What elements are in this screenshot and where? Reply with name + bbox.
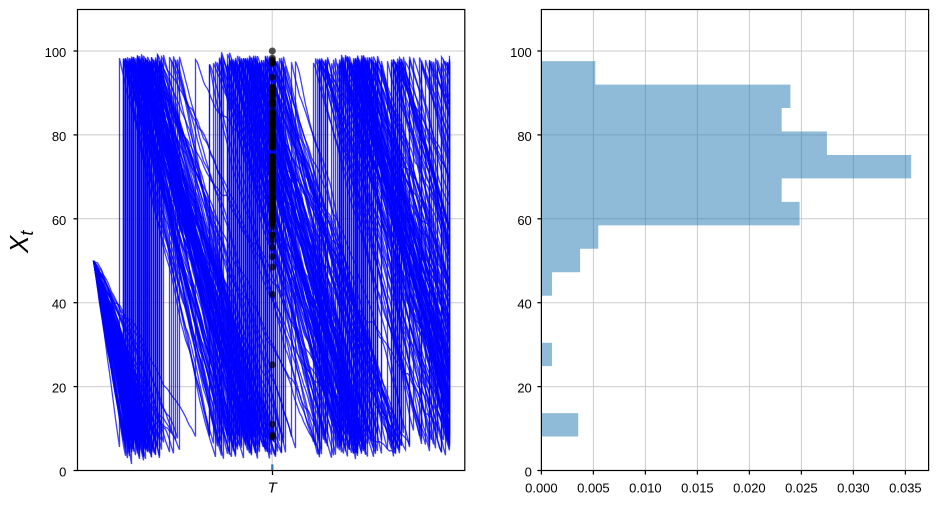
svg-text:0.025: 0.025 <box>785 481 818 496</box>
svg-text:T: T <box>268 480 279 497</box>
svg-text:60: 60 <box>52 213 66 228</box>
svg-text:0.030: 0.030 <box>837 481 870 496</box>
svg-text:0.000: 0.000 <box>525 481 558 496</box>
svg-text:0: 0 <box>59 465 66 480</box>
svg-text:0.005: 0.005 <box>577 481 610 496</box>
svg-text:60: 60 <box>517 213 531 228</box>
svg-text:40: 40 <box>517 297 531 312</box>
svg-text:0.010: 0.010 <box>629 481 662 496</box>
svg-text:0.015: 0.015 <box>681 481 714 496</box>
svg-text:0.035: 0.035 <box>889 481 922 496</box>
svg-text:20: 20 <box>517 381 531 396</box>
svg-text:80: 80 <box>517 129 531 144</box>
svg-text:0.020: 0.020 <box>733 481 766 496</box>
svg-text:0: 0 <box>525 465 532 480</box>
svg-text:20: 20 <box>52 381 66 396</box>
svg-text:100: 100 <box>510 45 532 60</box>
svg-text:80: 80 <box>52 129 66 144</box>
svg-text:40: 40 <box>52 297 66 312</box>
svg-text:100: 100 <box>45 45 67 60</box>
